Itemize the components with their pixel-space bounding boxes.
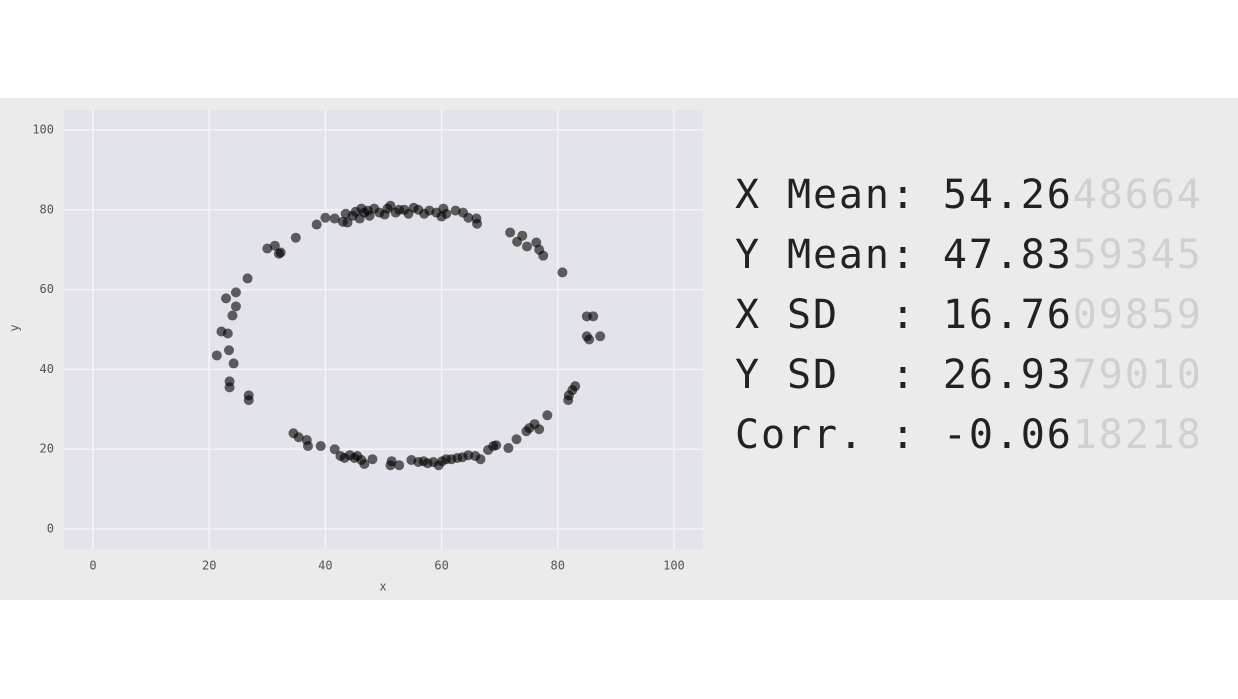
point xyxy=(273,248,284,259)
point xyxy=(223,345,234,356)
stat-trailing-digits: 18218 xyxy=(1072,412,1203,458)
point xyxy=(503,443,514,454)
point xyxy=(230,287,241,298)
stat-row: X Mean: 54.2648664 xyxy=(735,165,1203,225)
point xyxy=(290,232,301,243)
point xyxy=(563,390,574,401)
point xyxy=(386,456,397,467)
point xyxy=(394,460,405,471)
point xyxy=(354,213,365,224)
stat-value: 16.76 xyxy=(942,292,1073,338)
point xyxy=(475,454,486,465)
point xyxy=(302,441,313,452)
point xyxy=(505,227,516,238)
point xyxy=(227,310,238,321)
point xyxy=(534,424,545,435)
point xyxy=(315,441,326,452)
point xyxy=(293,432,304,443)
point xyxy=(511,434,522,445)
stats-panel: X Mean: 54.2648664 Y Mean: 47.8359345 X SD… xyxy=(735,165,1203,465)
x-axis-label: x xyxy=(379,580,386,594)
point xyxy=(450,205,461,216)
point xyxy=(222,328,233,339)
y-tick-label: 40 xyxy=(40,362,54,376)
y-tick-label: 0 xyxy=(47,522,54,536)
stat-label: Corr. : xyxy=(735,412,917,458)
point xyxy=(224,382,235,393)
x-tick-label: 40 xyxy=(318,559,332,573)
point xyxy=(269,240,280,251)
stat-trailing-digits: 79010 xyxy=(1072,352,1203,398)
point xyxy=(584,334,595,345)
x-tick-label: 100 xyxy=(663,559,685,573)
stat-value: 54.26 xyxy=(942,172,1073,218)
point xyxy=(385,200,396,211)
stat-label: Y Mean: xyxy=(735,232,917,278)
point xyxy=(359,458,370,469)
point xyxy=(242,273,253,284)
point xyxy=(230,301,241,312)
point xyxy=(320,212,331,223)
y-tick-label: 100 xyxy=(32,122,54,136)
point xyxy=(342,217,353,228)
stat-row: X SD : 16.7609859 xyxy=(735,285,1203,345)
stat-label: Y SD : xyxy=(735,352,917,398)
point xyxy=(329,213,340,224)
x-tick-label: 60 xyxy=(434,559,448,573)
stat-row: Y SD : 26.9379010 xyxy=(735,345,1203,405)
point xyxy=(512,236,523,247)
stat-value: 26.93 xyxy=(942,352,1073,398)
point xyxy=(595,331,606,342)
point xyxy=(441,208,452,219)
x-tick-label: 0 xyxy=(89,559,96,573)
point xyxy=(472,218,483,229)
point xyxy=(521,241,532,252)
point xyxy=(364,210,375,221)
stat-trailing-digits: 59345 xyxy=(1072,232,1203,278)
plot-area xyxy=(64,110,703,549)
point xyxy=(463,212,474,223)
stat-row: Corr. : -0.0618218 xyxy=(735,405,1203,465)
stat-label: X Mean: xyxy=(735,172,917,218)
point xyxy=(221,293,232,304)
y-tick-label: 60 xyxy=(40,282,54,296)
stat-label: X SD : xyxy=(735,292,917,338)
stat-row: Y Mean: 47.8359345 xyxy=(735,225,1203,285)
point xyxy=(340,208,351,219)
point xyxy=(570,381,581,392)
stat-value: -0.06 xyxy=(942,412,1073,458)
x-tick-label: 80 xyxy=(551,559,565,573)
chart: x y 0 20 40 60 80 100 0 20 40 60 80 100 xyxy=(8,110,703,594)
point xyxy=(367,454,378,465)
stat-trailing-digits: 48664 xyxy=(1072,172,1203,218)
point xyxy=(243,395,254,406)
y-axis-label: y xyxy=(8,324,22,331)
point xyxy=(557,267,568,278)
point xyxy=(531,237,542,248)
point xyxy=(262,243,273,254)
point xyxy=(311,219,322,230)
point xyxy=(542,410,553,421)
x-tick-label: 20 xyxy=(202,559,216,573)
point xyxy=(329,444,340,455)
stat-trailing-digits: 09859 xyxy=(1072,292,1203,338)
point xyxy=(588,311,599,322)
stat-value: 47.83 xyxy=(942,232,1073,278)
point xyxy=(211,350,222,361)
y-tick-label: 80 xyxy=(40,202,54,216)
point xyxy=(228,358,239,369)
y-tick-label: 20 xyxy=(40,442,54,456)
point xyxy=(491,440,502,451)
